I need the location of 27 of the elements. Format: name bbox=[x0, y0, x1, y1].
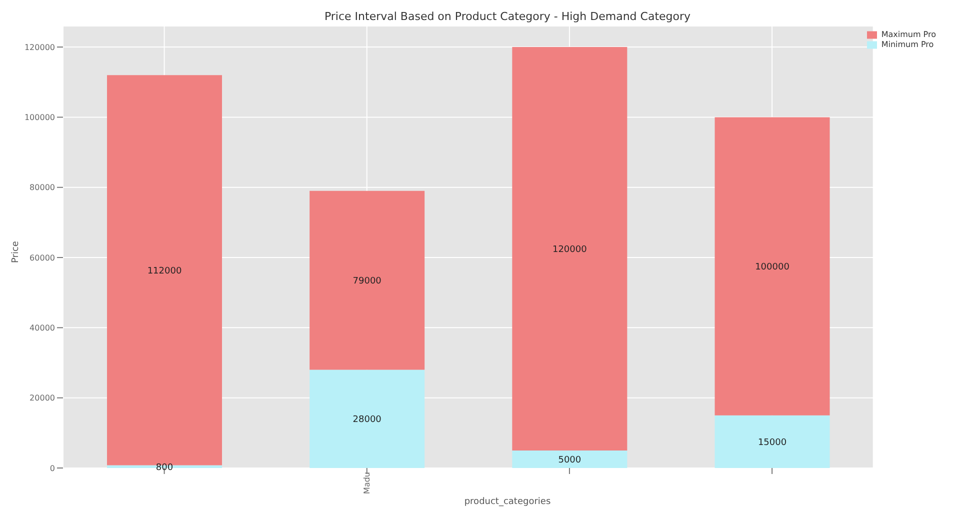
bar bbox=[512, 47, 628, 450]
total-label: 120000 bbox=[552, 244, 588, 255]
bar bbox=[512, 450, 628, 468]
legend-label: Maximum Pro bbox=[881, 30, 936, 40]
y-tick-label: 60000 bbox=[30, 253, 55, 262]
y-axis-title: Price bbox=[11, 240, 21, 262]
y-tick-label: 20000 bbox=[30, 394, 55, 403]
bar bbox=[714, 117, 830, 416]
x-tick-label: Madu bbox=[362, 472, 372, 494]
y-tick-label: 100000 bbox=[24, 113, 55, 122]
data-label: 28000 bbox=[352, 415, 382, 426]
bar bbox=[714, 415, 830, 468]
bar bbox=[310, 370, 425, 468]
y-tick-label: 0 bbox=[50, 464, 55, 473]
chart-title: Price Interval Based on Product Category - High Demand Category bbox=[323, 10, 692, 23]
data-label: 5000 bbox=[558, 455, 582, 466]
data-label: 15000 bbox=[758, 438, 787, 448]
data-label: 800 bbox=[156, 462, 174, 473]
x-axis-title: product_categories bbox=[463, 497, 552, 507]
bar bbox=[310, 190, 425, 370]
y-tick-label: 80000 bbox=[30, 183, 55, 192]
legend-label: Minimum Pro bbox=[881, 40, 934, 50]
total-label: 112000 bbox=[147, 266, 182, 276]
y-tick-label: 40000 bbox=[30, 324, 55, 333]
y-tick-label: 120000 bbox=[24, 42, 55, 52]
total-label: 79000 bbox=[352, 276, 382, 287]
total-label: 100000 bbox=[755, 262, 790, 272]
